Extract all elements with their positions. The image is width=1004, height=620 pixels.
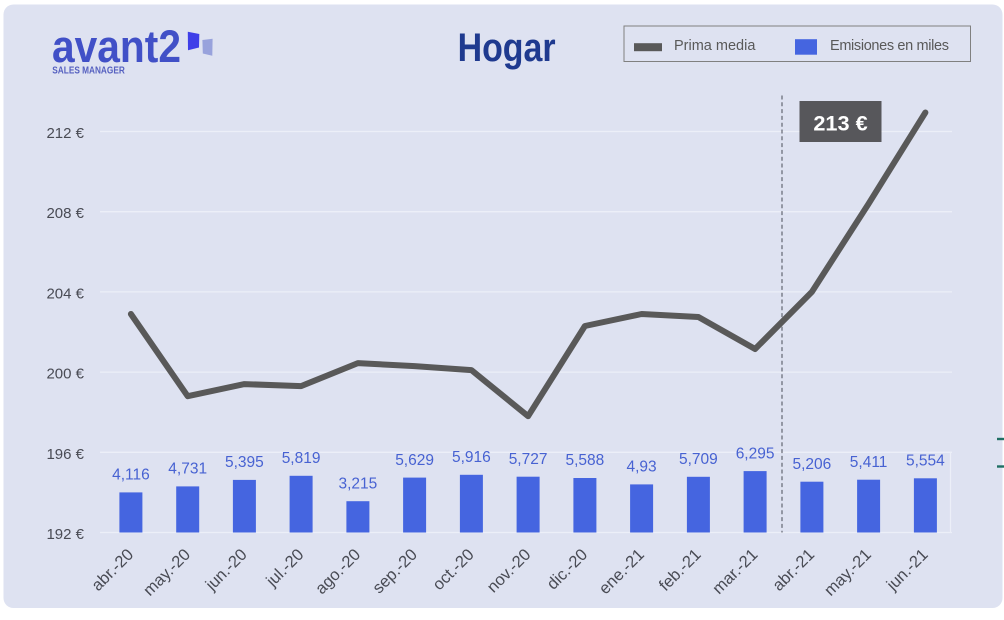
svg-text:5,916: 5,916 [452, 449, 491, 466]
svg-text:5,395: 5,395 [225, 454, 264, 471]
svg-text:200 €: 200 € [46, 366, 84, 383]
svg-text:SALES MANAGER: SALES MANAGER [52, 65, 125, 76]
svg-text:5,206: 5,206 [793, 456, 832, 473]
svg-text:3,215: 3,215 [339, 475, 378, 492]
svg-text:192 €: 192 € [46, 526, 84, 543]
svg-text:Emisiones en miles: Emisiones en miles [830, 38, 949, 54]
svg-text:Hogar: Hogar [458, 26, 556, 70]
svg-text:5,727: 5,727 [509, 451, 548, 468]
svg-text:5,588: 5,588 [566, 452, 605, 469]
svg-text:4,116: 4,116 [112, 467, 150, 484]
svg-text:4,93: 4,93 [627, 459, 657, 476]
svg-text:204 €: 204 € [46, 285, 84, 302]
svg-text:212 €: 212 € [46, 125, 84, 142]
svg-text:5,554: 5,554 [906, 453, 945, 470]
svg-text:4,731: 4,731 [168, 461, 207, 478]
svg-text:5,819: 5,819 [282, 450, 321, 467]
svg-text:208 €: 208 € [46, 205, 84, 222]
svg-text:5,411: 5,411 [850, 454, 888, 471]
svg-text:196 €: 196 € [46, 446, 84, 463]
svg-text:5,709: 5,709 [679, 451, 718, 468]
svg-text:Prima media: Prima media [674, 38, 756, 54]
svg-text:213 €: 213 € [813, 111, 867, 136]
svg-text:5,629: 5,629 [395, 452, 434, 469]
svg-text:avant2: avant2 [52, 21, 181, 72]
svg-text:6,295: 6,295 [736, 445, 775, 462]
